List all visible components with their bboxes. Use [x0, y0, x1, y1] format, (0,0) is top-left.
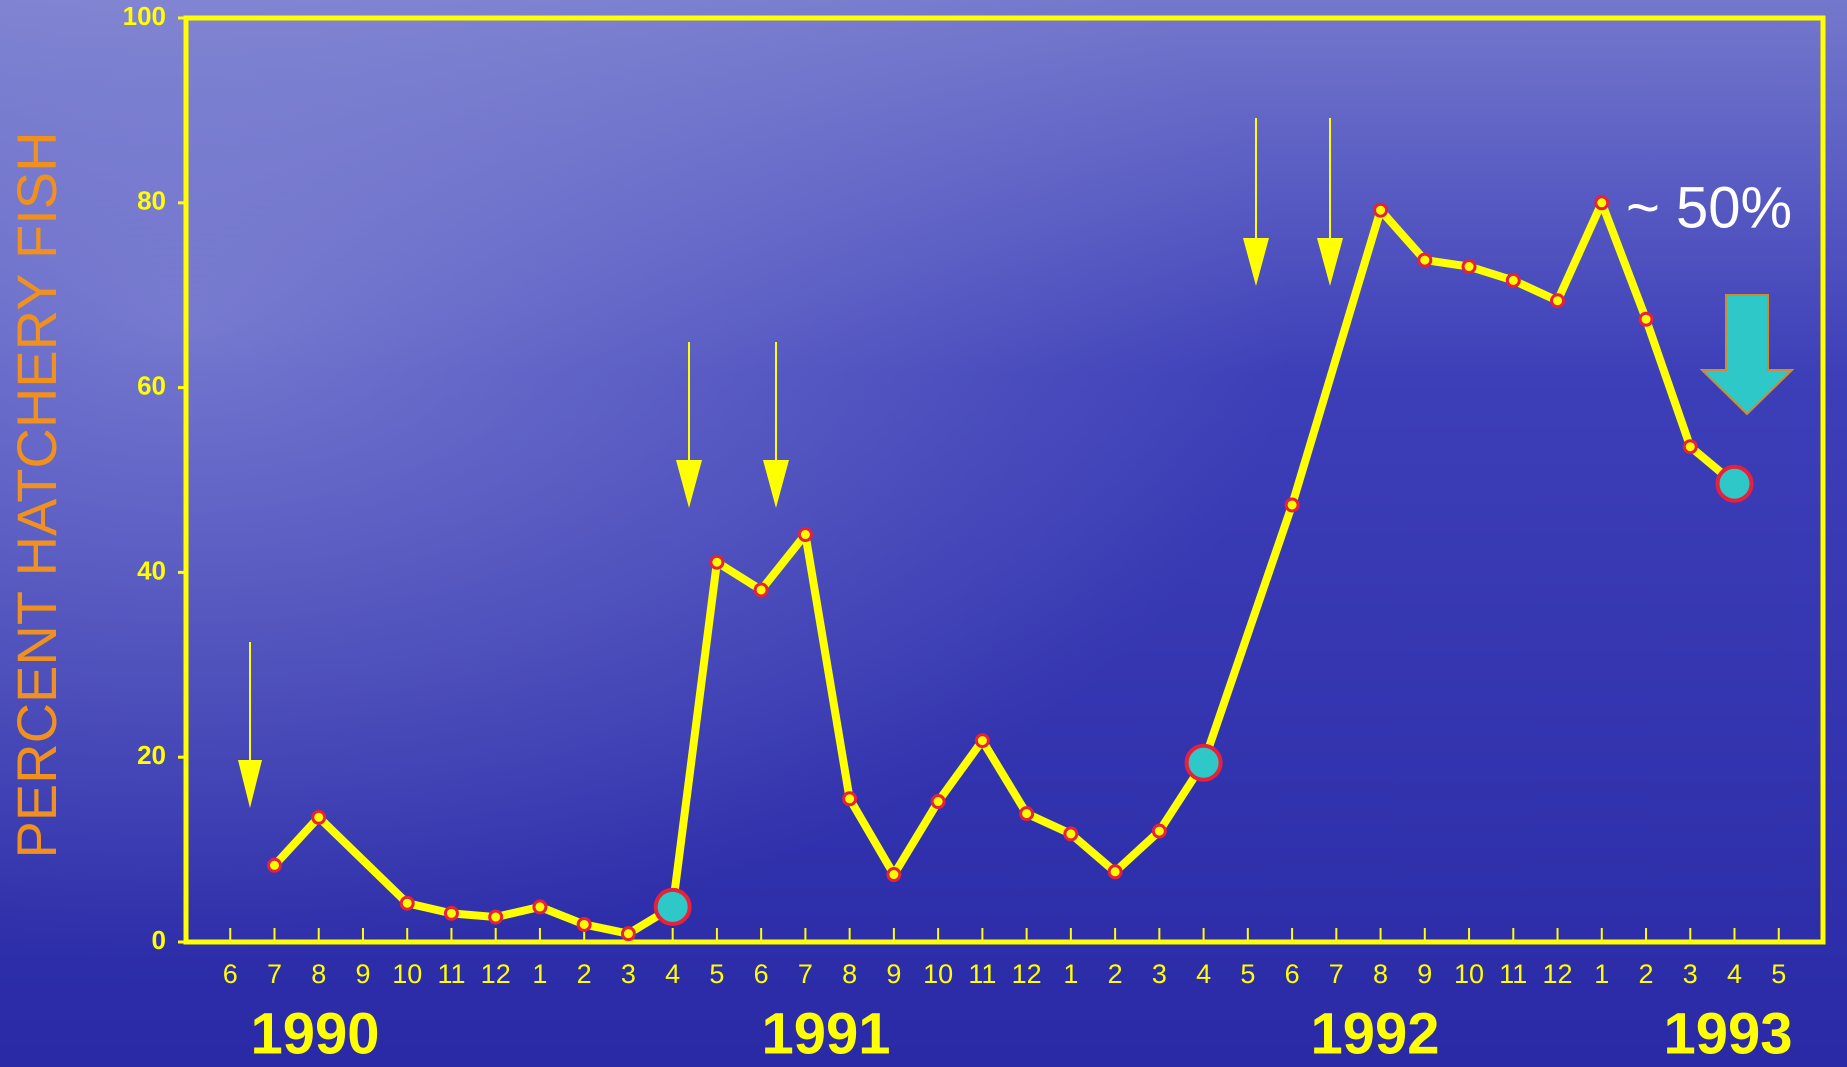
highlighted-point [1718, 467, 1752, 501]
x-tick-label: 6 [754, 959, 769, 989]
x-tick-label: 4 [1196, 959, 1211, 989]
data-point [1286, 499, 1298, 511]
data-point [1507, 274, 1519, 286]
x-tick-label: 7 [798, 959, 813, 989]
y-tick-label: 60 [137, 370, 166, 400]
x-tick-label: 11 [968, 959, 996, 989]
page: PERCENT HATCHERY FISH 020406080100678910… [0, 0, 1847, 1067]
data-point [976, 735, 988, 747]
data-point [1021, 808, 1033, 820]
x-tick-label: 12 [1543, 959, 1573, 989]
highlighted-point [1187, 746, 1221, 780]
data-point [268, 859, 280, 871]
x-tick-label: 12 [481, 959, 511, 989]
data-point [1065, 828, 1077, 840]
chart: PERCENT HATCHERY FISH 020406080100678910… [0, 0, 1847, 1067]
data-point [445, 907, 457, 919]
x-tick-label: 5 [1240, 959, 1255, 989]
x-tick-label: 2 [1108, 959, 1123, 989]
x-tick-label: 9 [886, 959, 901, 989]
data-point [755, 584, 767, 596]
x-tick-label: 4 [1727, 959, 1742, 989]
x-tick-label: 3 [1152, 959, 1167, 989]
x-tick-label: 6 [1285, 959, 1300, 989]
data-point [313, 811, 325, 823]
x-tick-label: 8 [311, 959, 326, 989]
x-tick-label: 12 [1012, 959, 1042, 989]
year-label: 1993 [1663, 1001, 1792, 1066]
x-tick-label: 11 [437, 959, 465, 989]
y-tick-label: 40 [137, 555, 166, 585]
x-tick-label: 5 [1771, 959, 1786, 989]
data-point [932, 796, 944, 808]
data-point [799, 529, 811, 541]
year-label: 1990 [250, 1001, 379, 1066]
x-tick-label: 4 [665, 959, 680, 989]
y-tick-label: 100 [123, 1, 166, 31]
data-point [1640, 313, 1652, 325]
data-point [401, 897, 413, 909]
data-point [1463, 261, 1475, 273]
x-tick-label: 10 [1454, 959, 1484, 989]
x-tick-label: 8 [1373, 959, 1388, 989]
y-tick-label: 20 [137, 740, 166, 770]
data-point [711, 556, 723, 568]
x-tick-label: 11 [1499, 959, 1527, 989]
x-tick-label: 3 [621, 959, 636, 989]
y-axis-label: PERCENT HATCHERY FISH [5, 131, 68, 858]
data-point [622, 928, 634, 940]
x-tick-label: 10 [923, 959, 953, 989]
x-tick-label: 8 [842, 959, 857, 989]
y-tick-label: 0 [152, 925, 166, 955]
background-glow [0, 0, 1847, 1067]
data-point [1596, 197, 1608, 209]
x-tick-label: 5 [709, 959, 724, 989]
x-tick-label: 9 [355, 959, 370, 989]
data-point [578, 918, 590, 930]
x-tick-label: 1 [1594, 959, 1609, 989]
x-tick-label: 9 [1417, 959, 1432, 989]
x-tick-label: 3 [1683, 959, 1698, 989]
highlighted-point [656, 890, 690, 924]
x-tick-label: 1 [532, 959, 547, 989]
data-point [1552, 295, 1564, 307]
data-point [1375, 204, 1387, 216]
x-tick-label: 7 [267, 959, 282, 989]
annotation: ~ 50% [1626, 175, 1792, 240]
year-label: 1992 [1310, 1001, 1439, 1066]
year-label: 1991 [761, 1001, 890, 1066]
data-point [1109, 866, 1121, 878]
data-point [888, 869, 900, 881]
x-tick-label: 10 [392, 959, 422, 989]
x-tick-label: 1 [1063, 959, 1078, 989]
x-tick-label: 2 [577, 959, 592, 989]
data-point [490, 911, 502, 923]
data-point [534, 901, 546, 913]
data-point [1419, 254, 1431, 266]
x-tick-label: 2 [1639, 959, 1654, 989]
x-tick-label: 7 [1329, 959, 1344, 989]
data-point [1153, 825, 1165, 837]
x-tick-label: 6 [223, 959, 238, 989]
data-point [844, 793, 856, 805]
data-point [1684, 441, 1696, 453]
y-tick-label: 80 [137, 186, 166, 216]
